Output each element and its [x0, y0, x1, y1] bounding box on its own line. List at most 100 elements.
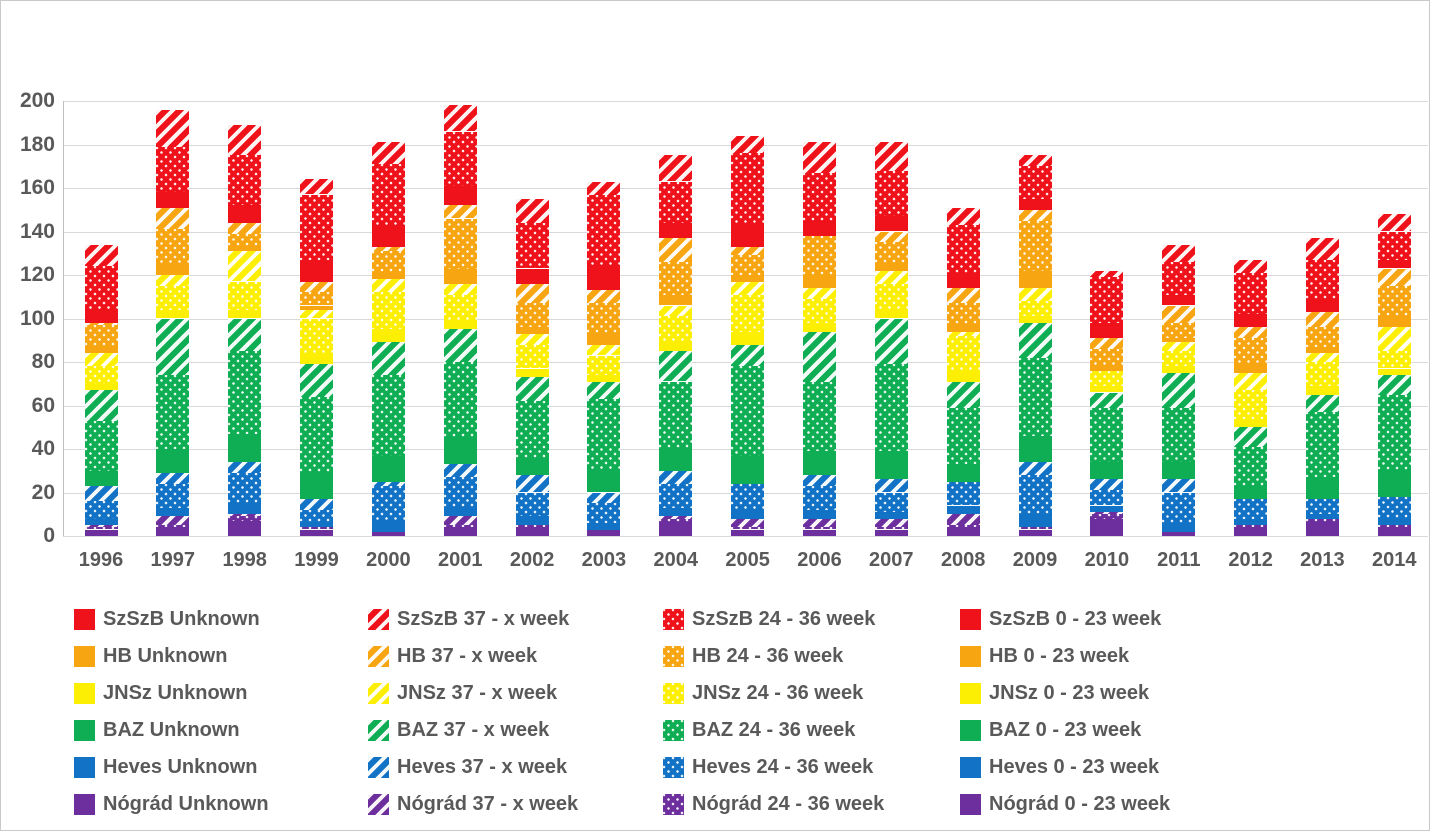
bar-segment — [371, 292, 405, 330]
bar-segment — [1090, 370, 1124, 386]
legend-item: HB 0 - 23 week — [960, 644, 1129, 668]
legend-item: SzSzB 37 - x week — [368, 607, 569, 631]
bar-segment — [84, 366, 118, 384]
y-axis-tick-label: 0 — [43, 524, 55, 547]
legend-item: Heves 24 - 36 week — [663, 755, 873, 779]
legend-swatch — [960, 719, 981, 741]
bar-segment — [1090, 349, 1124, 367]
bar-segment — [371, 486, 405, 521]
bar-segment — [443, 105, 477, 132]
bar-segment — [803, 331, 836, 382]
bar-segment — [371, 164, 405, 225]
legend-label: JNSz 24 - 36 week — [692, 681, 864, 704]
bar-segment — [1234, 314, 1268, 328]
bar-segment — [659, 470, 693, 484]
bar-segment — [874, 264, 908, 271]
bar-segment — [300, 523, 333, 528]
bar-segment — [874, 364, 908, 452]
bar-segment — [731, 518, 765, 528]
bar-segment — [946, 464, 980, 482]
bar-segment — [84, 525, 118, 528]
bar-segment — [156, 285, 190, 310]
bar-segment — [874, 527, 908, 530]
bar-segment — [946, 527, 980, 536]
bar-segment — [300, 499, 333, 510]
x-axis-tick-label: 2007 — [869, 549, 914, 571]
bar-segment — [84, 322, 118, 326]
bar-segment — [300, 527, 333, 530]
legend-item: Nógrád 0 - 23 week — [960, 792, 1170, 816]
bar-segment — [84, 244, 118, 267]
bar-segment — [156, 146, 190, 193]
legend-item: Nógrád Unknown — [74, 792, 269, 816]
bar-segment — [1018, 166, 1052, 199]
bar-segment — [1305, 327, 1339, 347]
legend-label: BAZ 37 - x week — [397, 718, 550, 741]
legend-item: BAZ 0 - 23 week — [960, 718, 1141, 742]
bar-segment — [1090, 514, 1124, 519]
bar-segment — [946, 272, 980, 288]
bar-segment — [803, 381, 836, 452]
legend-item: BAZ Unknown — [74, 718, 240, 742]
bar-segment — [300, 509, 333, 523]
bar-segment — [731, 455, 765, 484]
bar-segment — [874, 451, 908, 480]
bar-segment — [156, 525, 190, 528]
bar-segment — [1377, 496, 1411, 519]
gridline — [63, 101, 1428, 102]
bar-segment — [1305, 362, 1339, 386]
bar-segment — [587, 344, 621, 356]
bar-segment — [228, 246, 262, 251]
bar-segment — [1162, 322, 1196, 339]
bar-segment — [371, 251, 405, 273]
bar-segment — [659, 155, 693, 182]
legend-label: JNSz 0 - 23 week — [989, 681, 1150, 704]
bar-segment — [1162, 351, 1196, 367]
bar-segment — [156, 229, 190, 265]
bar-segment — [874, 231, 908, 243]
legend-item: SzSzB Unknown — [74, 607, 260, 631]
bar-segment — [84, 527, 118, 530]
bar-segment — [371, 279, 405, 293]
x-axis-tick-label: 2008 — [940, 549, 986, 571]
bar-segment — [1090, 385, 1124, 393]
bar-segment — [1018, 527, 1052, 530]
bar-segment — [946, 514, 980, 526]
bar-segment — [1018, 316, 1052, 323]
bar-segment — [1305, 353, 1339, 362]
y-axis-tick-label: 180 — [19, 132, 55, 156]
y-axis-tick-label: 160 — [19, 176, 55, 199]
bar-segment — [587, 303, 621, 334]
bar-segment — [228, 281, 262, 310]
bar-segment — [156, 207, 190, 230]
bar-segment — [1018, 155, 1052, 167]
bar-segment — [300, 305, 333, 310]
bar-segment — [443, 131, 477, 186]
legend-label: JNSz 37 - x week — [397, 681, 558, 704]
bar-segment — [156, 192, 190, 208]
bar-segment — [1234, 272, 1268, 315]
bar-segment — [515, 344, 549, 369]
legend-swatch — [368, 793, 389, 815]
legend-swatch — [663, 793, 684, 815]
bar-segment — [84, 383, 118, 391]
bar-segment — [587, 266, 621, 291]
bar-segment — [1162, 262, 1196, 295]
legend-item: Nógrád 24 - 36 week — [663, 792, 884, 816]
bar-segment — [1234, 259, 1268, 273]
bar-segment — [300, 179, 333, 195]
bar-segment — [1018, 462, 1052, 476]
bar-segment — [228, 462, 262, 473]
bar-segment — [1305, 298, 1339, 312]
y-axis-tick-label: 120 — [19, 263, 55, 286]
x-axis-tick-label: 2011 — [1157, 549, 1201, 571]
bar-segment — [228, 205, 262, 223]
x-axis-tick-label: 2000 — [366, 549, 411, 571]
bar-segment — [1234, 364, 1268, 373]
bar-segment — [443, 507, 477, 517]
bar-segment — [874, 518, 908, 528]
bar-segment — [1377, 231, 1411, 260]
bar-segment — [659, 342, 693, 352]
bar-segment — [1377, 368, 1411, 375]
bar-segment — [946, 381, 980, 408]
